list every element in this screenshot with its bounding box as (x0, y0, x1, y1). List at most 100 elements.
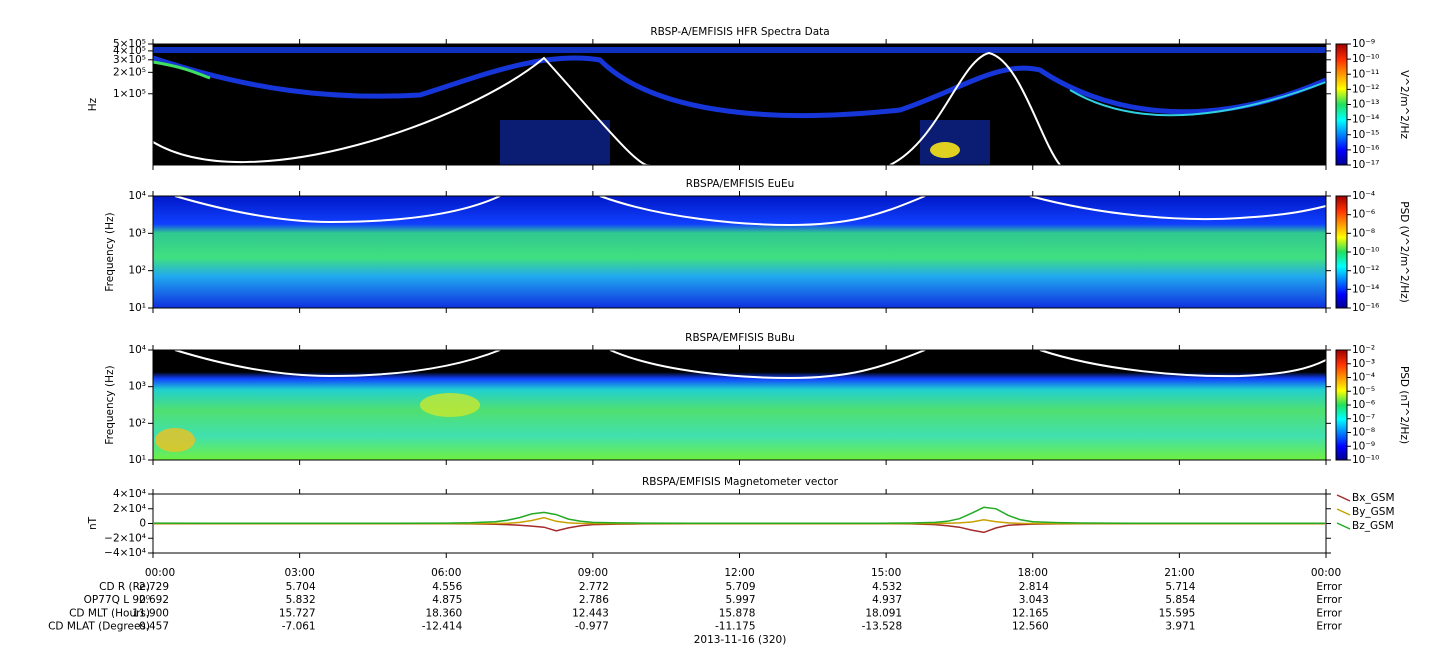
legend-label: Bz_GSM (1352, 520, 1394, 532)
colorbar-tick-label: 10⁻⁹ (1352, 38, 1375, 50)
y-tick-label: 10⁴ (128, 190, 146, 202)
ephemeris-value: 5.997 (725, 594, 755, 606)
ephemeris-value: 4.532 (872, 581, 902, 593)
colorbar (1335, 43, 1348, 166)
colorbar-tick-label: 10⁻¹⁶ (1352, 302, 1379, 314)
ephemeris-value: 11.900 (132, 607, 169, 619)
x-tick-label: 15:00 (871, 567, 901, 579)
y-tick-label: 1×10⁵ (113, 88, 146, 100)
x-tick-label: 12:00 (724, 567, 754, 579)
x-tick-label: 00:00 (145, 567, 175, 579)
ephemeris-value: 15.595 (1159, 607, 1196, 619)
ephemeris-value: 15.878 (719, 607, 756, 619)
y-tick-label: 10³ (128, 227, 146, 239)
y-axis-label: Hz (87, 97, 99, 111)
ephemeris-label: CD MLT (Hours) (69, 607, 150, 619)
y-tick-label: −4×10⁴ (104, 547, 146, 559)
ephemeris-value: 18.091 (865, 607, 902, 619)
colorbar-tick-label: 10⁻⁴ (1352, 190, 1375, 202)
ephemeris-value: 5.709 (725, 581, 755, 593)
ephemeris-value: 12.560 (1012, 621, 1049, 633)
ephemeris-value: Error (1316, 581, 1342, 593)
x-tick-label: 06:00 (431, 567, 461, 579)
y-tick-label: −2×10⁴ (104, 532, 146, 544)
colorbar-tick-label: 10⁻⁸ (1352, 427, 1375, 439)
y-tick-label: 10² (128, 265, 146, 277)
ephemeris-value: -12.414 (422, 621, 463, 633)
ephemeris-label: OP77Q L 90⁰ (84, 594, 150, 606)
legend-label: Bx_GSM (1352, 492, 1395, 504)
x-tick-label: 18:00 (1018, 567, 1048, 579)
y-axis-label: nT (87, 516, 99, 530)
colorbar-tick-label: 10⁻¹⁴ (1352, 114, 1379, 126)
ephemeris-value: -0.977 (575, 621, 609, 633)
data-line (152, 506, 1327, 525)
data-line (153, 522, 1326, 534)
ephemeris-value: 5.854 (1165, 594, 1195, 606)
colorbar-tick-label: 10⁻² (1352, 344, 1375, 356)
x-axis-label: 2013-11-16 (320) (694, 634, 787, 646)
ephemeris-value: 3.043 (1019, 594, 1049, 606)
colorbar-tick-label: 10⁻⁴ (1352, 372, 1375, 384)
ephemeris-value: 5.714 (1165, 581, 1195, 593)
ephemeris-value: 2.692 (139, 594, 169, 606)
colorbar-tick-label: 10⁻⁸ (1352, 227, 1375, 239)
y-tick-label: 3×10⁵ (113, 54, 146, 66)
colorbar-tick-label: 10⁻⁶ (1352, 209, 1375, 221)
colorbar-tick-label: 10⁻⁷ (1352, 413, 1375, 425)
colorbar-label: V^2/m^2/Hz (1398, 70, 1410, 139)
legend-swatch (1336, 508, 1351, 516)
panel-title: RBSPA/EMFISIS BuBu (685, 332, 795, 344)
y-tick-label: 2×10⁵ (113, 66, 146, 78)
panel-title: RBSP-A/EMFISIS HFR Spectra Data (650, 26, 829, 38)
colorbar-tick-label: 10⁻¹⁰ (1352, 454, 1379, 466)
colorbar-tick-label: 10⁻¹⁴ (1352, 283, 1379, 295)
ephemeris-value: 0.457 (139, 621, 169, 633)
legend-swatch (1336, 522, 1351, 530)
ephemeris-label: CD MLAT (Degrees) (48, 621, 150, 633)
y-axis-label: Frequency (Hz) (104, 365, 116, 444)
ephemeris-value: 12.165 (1012, 607, 1049, 619)
ephemeris-value: -11.175 (715, 621, 756, 633)
x-tick-label: 03:00 (284, 567, 314, 579)
ephemeris-value: 12.443 (572, 607, 609, 619)
ephemeris-value: 4.556 (432, 581, 462, 593)
y-tick-label: 4×10⁵ (113, 45, 146, 57)
colorbar-label: PSD (nT^2/Hz) (1398, 366, 1410, 444)
colorbar-tick-label: 10⁻¹⁷ (1352, 159, 1379, 171)
colorbar-tick-label: 10⁻¹⁵ (1352, 129, 1379, 141)
ephemeris-value: 18.360 (426, 607, 463, 619)
ephemeris-value: 3.971 (1165, 621, 1195, 633)
y-tick-label: 10² (128, 417, 146, 429)
y-tick-label: 10³ (128, 381, 146, 393)
ephemeris-value: 4.875 (432, 594, 462, 606)
colorbar-tick-label: 10⁻¹⁶ (1352, 144, 1379, 156)
x-tick-label: 00:00 (1311, 567, 1341, 579)
ephemeris-label: CD R (Re) (99, 581, 150, 593)
colorbar-tick-label: 10⁻⁹ (1352, 440, 1375, 452)
colorbar-label: PSD (V^2/m^2/Hz) (1398, 201, 1410, 302)
y-tick-label: 4×10⁴ (113, 488, 146, 500)
colorbar (1335, 349, 1348, 461)
ephemeris-value: Error (1316, 594, 1342, 606)
colorbar-tick-label: 10⁻¹⁰ (1352, 53, 1379, 65)
ephemeris-value: 15.727 (279, 607, 316, 619)
y-tick-label: 10⁴ (128, 344, 146, 356)
y-tick-label: 10¹ (128, 302, 146, 314)
x-tick-label: 09:00 (578, 567, 608, 579)
colorbar-tick-label: 10⁻⁵ (1352, 385, 1375, 397)
ephemeris-value: 2.772 (579, 581, 609, 593)
colorbar-tick-label: 10⁻¹³ (1352, 99, 1379, 111)
ephemeris-value: Error (1316, 621, 1342, 633)
ephemeris-value: 2.786 (579, 594, 609, 606)
colorbar-tick-label: 10⁻¹² (1352, 265, 1379, 277)
y-tick-label: 10¹ (128, 454, 146, 466)
colorbar-tick-label: 10⁻¹¹ (1352, 68, 1379, 80)
ephemeris-value: 2.729 (139, 581, 169, 593)
y-axis-label: Frequency (Hz) (104, 212, 116, 291)
legend-swatch (1336, 494, 1351, 502)
ephemeris-value: -13.528 (862, 621, 903, 633)
y-tick-label: 5×10⁵ (113, 38, 146, 50)
legend-label: By_GSM (1352, 506, 1395, 518)
